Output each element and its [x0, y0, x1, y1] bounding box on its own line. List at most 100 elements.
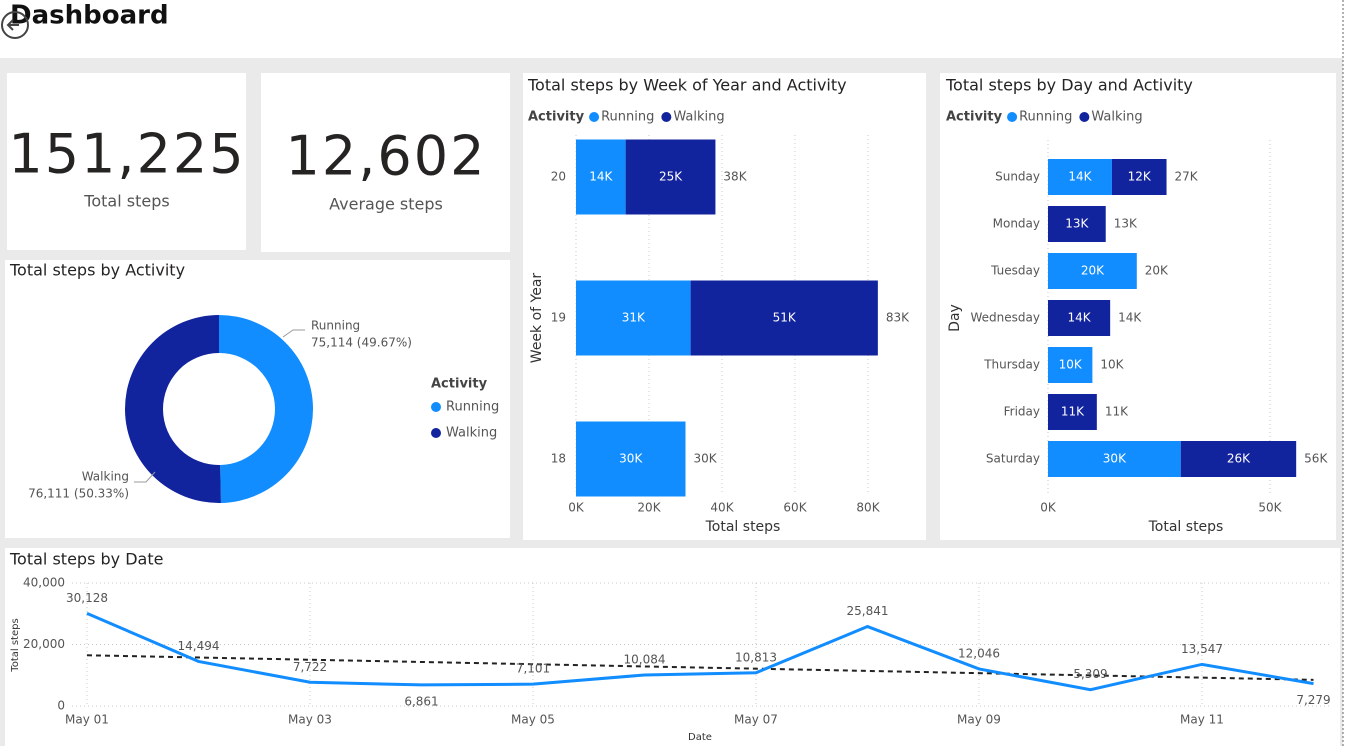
bar-segment [1048, 300, 1111, 336]
legend-marker [1079, 112, 1090, 122]
x-tick-label: 50K [1258, 501, 1282, 515]
data-label: 5,309 [1073, 667, 1107, 681]
legend-title: Activity [431, 377, 488, 392]
y-tick-label: 19 [551, 311, 566, 325]
y-tick-label: Sunday [995, 170, 1040, 184]
data-label: 14,494 [178, 639, 220, 653]
slice-value-label: 76,111 (50.33%) [28, 487, 129, 501]
legend-marker [431, 428, 441, 438]
data-label: 30,128 [66, 591, 108, 605]
card-tile [261, 73, 510, 252]
y-tick-label: Thursday [983, 358, 1040, 372]
total-label: 10K [1100, 358, 1124, 372]
data-label: 14K [589, 170, 613, 184]
y-tick-label: Wednesday [971, 311, 1040, 325]
data-label: 10K [1059, 358, 1083, 372]
x-tick-label: 0K [568, 501, 585, 515]
x-axis-title: Total steps [705, 519, 781, 535]
total-label: 14K [1118, 311, 1142, 325]
bar-segment [1180, 441, 1297, 477]
chart-title: Total steps by Day and Activity [945, 76, 1193, 95]
legend-marker [661, 112, 672, 122]
x-tick-label: May 07 [734, 713, 778, 727]
total-label: 83K [886, 311, 910, 325]
kpi-value: 12,602 [286, 125, 487, 188]
legend-title: Activity [528, 110, 585, 125]
leader-line [134, 471, 156, 483]
kpi-value: 151,225 [8, 123, 245, 186]
legend-label: Walking [1091, 110, 1142, 125]
y-tick-label: 40,000 [23, 576, 65, 590]
chart-title: Total steps by Date [9, 550, 163, 569]
x-tick-label: 40K [710, 501, 734, 515]
card-tile [7, 73, 246, 250]
legend-marker [431, 402, 441, 412]
data-label: 6,861 [404, 694, 438, 708]
bar-segment [576, 421, 686, 497]
slice-label: Running [311, 319, 360, 333]
x-tick-label: May 11 [1180, 713, 1224, 727]
total-label: 38K [723, 170, 747, 184]
data-label: 26K [1227, 452, 1251, 466]
page-title: Dashboard [10, 1, 169, 31]
bar-segment [1048, 253, 1137, 289]
x-tick-label: May 03 [288, 713, 332, 727]
x-axis-title: Date [688, 732, 712, 743]
bar-segment [576, 280, 691, 356]
data-label: 30K [1103, 452, 1127, 466]
y-tick-label: 0 [57, 699, 65, 713]
legend-label: Running [601, 110, 654, 125]
bar-segment [1111, 159, 1167, 195]
bar-segment [1048, 441, 1181, 477]
chart-tile [5, 548, 1340, 746]
y-tick-label: 20 [551, 170, 566, 184]
total-label: 27K [1175, 170, 1199, 184]
x-tick-label: May 09 [957, 713, 1001, 727]
x-axis-title: Total steps [1148, 519, 1224, 535]
legend-marker [1007, 112, 1018, 122]
donut-slice [219, 315, 313, 503]
leader-line [282, 329, 305, 338]
bar-segment [1048, 347, 1093, 383]
back-button[interactable] [1, 11, 29, 39]
total-label: 56K [1304, 452, 1328, 466]
y-axis-title: Day [947, 304, 963, 332]
data-label: 10,813 [735, 650, 777, 664]
x-tick-label: May 01 [65, 713, 109, 727]
data-label: 10,084 [624, 652, 666, 666]
y-tick-label: Monday [993, 217, 1040, 231]
y-tick-label: Tuesday [990, 264, 1040, 278]
total-label: 13K [1114, 217, 1138, 231]
y-tick-label: 18 [551, 452, 566, 466]
back-icon[interactable] [1, 11, 29, 39]
data-label: 11K [1061, 405, 1085, 419]
total-label: 30K [694, 452, 718, 466]
y-axis-title: Week of Year [529, 273, 545, 364]
legend-label: Walking [446, 426, 497, 441]
slice-value-label: 75,114 (49.67%) [311, 336, 412, 350]
data-label: 25,841 [847, 604, 889, 618]
slice-label: Walking [82, 470, 129, 484]
line-series [86, 611, 1314, 692]
data-label: 51K [773, 311, 797, 325]
data-label: 7,101 [516, 662, 550, 676]
total-label: 11K [1105, 405, 1129, 419]
x-tick-label: 60K [783, 501, 807, 515]
chart-title: Total steps by Activity [9, 261, 185, 280]
data-label: 14K [1068, 170, 1092, 184]
legend-label: Running [1019, 110, 1072, 125]
back-arrow[interactable] [6, 19, 19, 31]
x-tick-label: 20K [637, 501, 661, 515]
legend-label: Walking [673, 110, 724, 125]
total-label: 20K [1145, 264, 1169, 278]
bar-segment [1048, 159, 1112, 195]
bar-segment [576, 139, 626, 215]
y-tick-label: Friday [1004, 405, 1040, 419]
data-label: 30K [619, 452, 643, 466]
data-label: 25K [659, 170, 683, 184]
chart-title: Total steps by Week of Year and Activity [527, 76, 847, 95]
legend-label: Running [446, 400, 499, 415]
bar-segment [1048, 206, 1106, 242]
